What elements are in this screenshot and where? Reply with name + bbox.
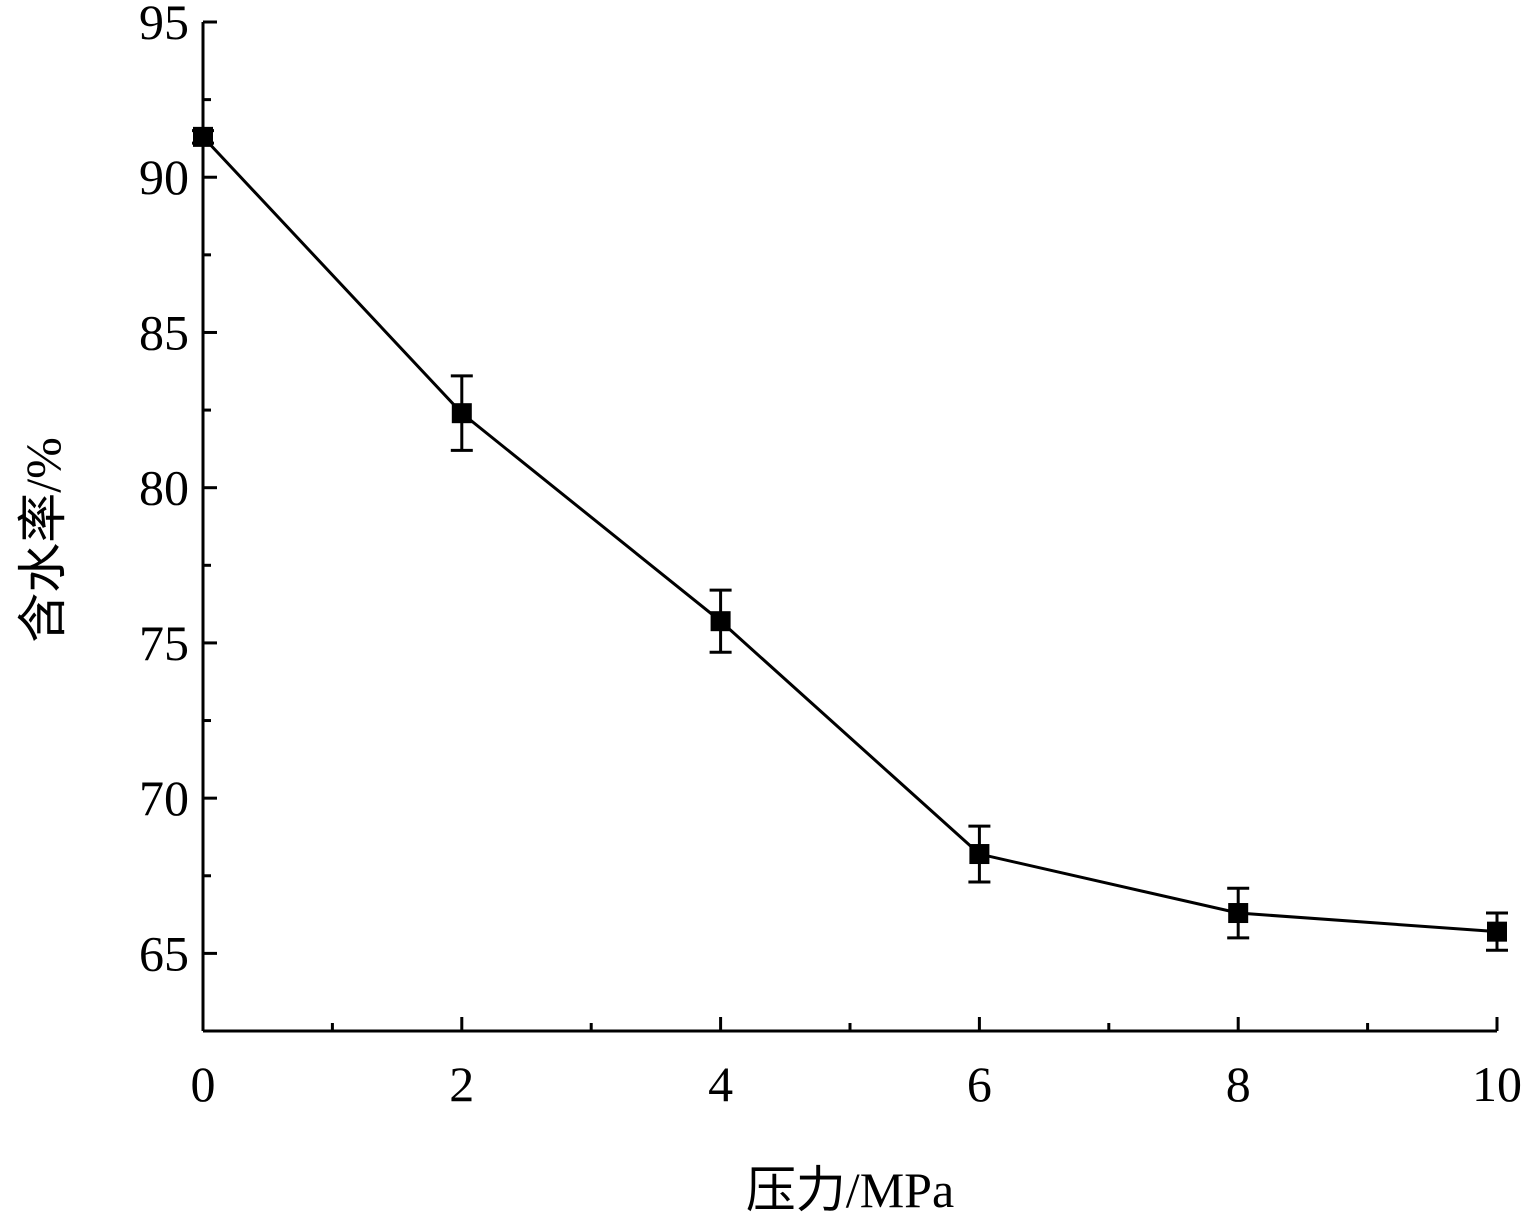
y-tick-label: 75	[139, 615, 189, 671]
y-tick-label: 65	[139, 925, 189, 981]
x-tick-label: 10	[1472, 1056, 1522, 1112]
data-point-marker	[969, 844, 990, 865]
x-axis-title: 压力/MPa	[746, 1162, 954, 1214]
y-tick-label: 90	[139, 149, 189, 205]
y-tick-label: 70	[139, 770, 189, 826]
y-tick-label: 95	[139, 0, 189, 50]
y-tick-label: 85	[139, 304, 189, 360]
x-tick-label: 2	[449, 1056, 474, 1112]
data-point-marker	[451, 403, 472, 424]
series-line	[201, 135, 1498, 934]
x-tick-label: 4	[708, 1056, 733, 1112]
x-tick-label: 0	[191, 1056, 216, 1112]
x-tick-label: 8	[1226, 1056, 1251, 1112]
series-layer	[192, 126, 1508, 952]
y-tick-label: 80	[139, 460, 189, 516]
data-point-marker	[710, 611, 731, 632]
x-tick-label: 6	[967, 1056, 992, 1112]
axes: 0 2 4 6 8 10 65 70 75 80 85 90 95	[139, 0, 1522, 1112]
data-point-marker	[1487, 921, 1507, 942]
data-point-marker	[193, 126, 213, 147]
data-point-marker	[1228, 903, 1249, 924]
y-axis-title: 含水率/%	[15, 437, 71, 643]
